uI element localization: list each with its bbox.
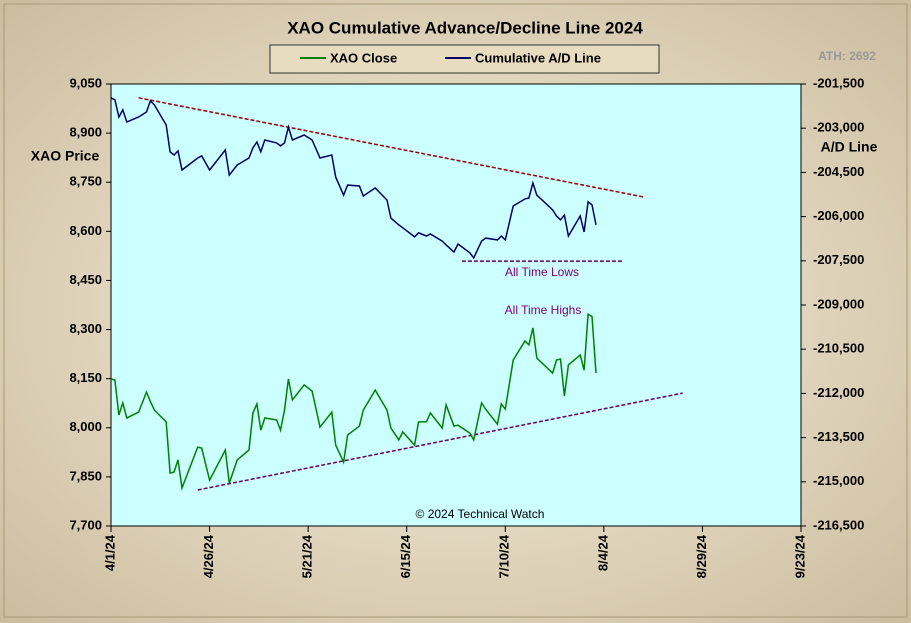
y-tick-label: 8,300 bbox=[69, 321, 102, 336]
x-tick-label: 6/15/24 bbox=[398, 534, 413, 578]
x-tick-label: 9/23/24 bbox=[792, 534, 807, 578]
annotation: All Time Lows bbox=[505, 265, 579, 279]
trend-line bbox=[197, 392, 683, 491]
ath-note: ATH: 2692 bbox=[818, 49, 876, 63]
series-line bbox=[110, 97, 597, 260]
legend-label: XAO Close bbox=[330, 50, 397, 65]
trend-line bbox=[138, 97, 644, 198]
y2-tick-label: -201,500 bbox=[813, 75, 864, 90]
y2-tick-label: -216,500 bbox=[813, 517, 864, 532]
credit: © 2024 Technical Watch bbox=[416, 507, 545, 521]
x-tick-label: 4/1/24 bbox=[102, 534, 117, 571]
y2-tick-label: -213,500 bbox=[813, 429, 864, 444]
annotation: All Time Highs bbox=[505, 303, 582, 317]
y-tick-label: 8,750 bbox=[69, 174, 102, 189]
y2-tick-label: -204,500 bbox=[813, 164, 864, 179]
y-tick-label: 7,700 bbox=[69, 517, 102, 532]
y-tick-label: 9,050 bbox=[69, 75, 102, 90]
y2-tick-label: -209,000 bbox=[813, 296, 864, 311]
y2-tick-label: -212,000 bbox=[813, 385, 864, 400]
x-tick-label: 7/10/24 bbox=[497, 534, 512, 578]
y-tick-label: 8,600 bbox=[69, 223, 102, 238]
y-axis-label: XAO Price bbox=[31, 148, 100, 164]
plot-area bbox=[110, 83, 802, 527]
series-line bbox=[110, 312, 597, 491]
y-tick-label: 8,900 bbox=[69, 125, 102, 140]
y2-tick-label: -203,000 bbox=[813, 120, 864, 135]
frame bbox=[3, 3, 908, 618]
y2-tick-label: -215,000 bbox=[813, 473, 864, 488]
y2-axis-label: A/D Line bbox=[821, 139, 878, 155]
y-tick-label: 7,850 bbox=[69, 468, 102, 483]
y-tick-label: 8,000 bbox=[69, 419, 102, 434]
x-tick-label: 8/29/24 bbox=[694, 534, 709, 578]
chart-title: XAO Cumulative Advance/Decline Line 2024 bbox=[287, 18, 643, 37]
y2-tick-label: -207,500 bbox=[813, 252, 864, 267]
x-tick-label: 4/26/24 bbox=[201, 534, 216, 578]
x-tick-label: 5/21/24 bbox=[300, 534, 315, 578]
y-tick-label: 8,150 bbox=[69, 370, 102, 385]
y2-tick-label: -206,000 bbox=[813, 208, 864, 223]
legend-label: Cumulative A/D Line bbox=[475, 50, 601, 65]
y2-tick-label: -210,500 bbox=[813, 341, 864, 356]
x-tick-label: 8/4/24 bbox=[595, 534, 610, 571]
y-tick-label: 8,450 bbox=[69, 272, 102, 287]
